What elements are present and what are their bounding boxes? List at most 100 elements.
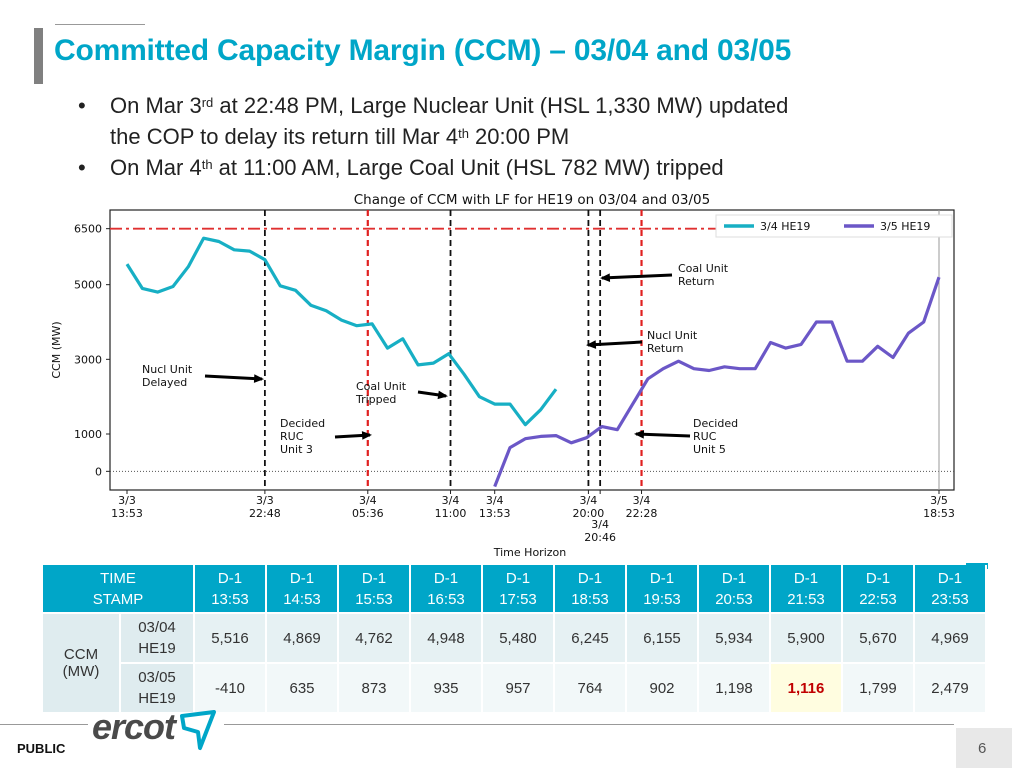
group-label-text: CCM: [63, 646, 99, 663]
bullet-text-part: at 11:00 AM, Large Coal Unit (HSL 782 MW…: [212, 155, 724, 180]
table-cell: 902: [626, 662, 699, 712]
annotation-arrowhead: [600, 273, 611, 282]
table-row: 03/05 HE19 -410 635 873 935 957 764 902 1…: [43, 662, 987, 712]
group-label: CCM (MW): [43, 612, 121, 712]
table-cell: 6,245: [554, 612, 627, 663]
annotation-text: Coal Unit: [356, 380, 407, 393]
x-tick-label: 3/4: [580, 494, 598, 507]
header-text: STAMP: [92, 590, 144, 608]
header-text: 22:53: [859, 590, 897, 608]
superscript: rd: [201, 95, 214, 110]
table-cell: 5,670: [842, 612, 915, 663]
bullet-item: • On Mar 4th at 11:00 AM, Large Coal Uni…: [78, 152, 958, 183]
header-text: D-1: [577, 569, 603, 587]
bullet-line: On Mar 3rd at 22:48 PM, Large Nuclear Un…: [110, 90, 958, 121]
annotation-arrowhead: [586, 340, 597, 349]
bullet-list: • On Mar 3rd at 22:48 PM, Large Nuclear …: [78, 90, 958, 183]
annotation-text: RUC: [280, 430, 304, 443]
annotation-arrow: [601, 273, 673, 280]
header-text: 20:53: [715, 590, 753, 608]
row-label-text: 03/05: [138, 669, 176, 686]
column-header: D-1 22:53: [842, 565, 915, 613]
column-header: D-1 18:53: [554, 565, 627, 613]
header-text: 14:53: [283, 590, 321, 608]
y-tick-label: 1000: [74, 428, 102, 441]
column-header: D-1 17:53: [482, 565, 555, 613]
annotation-text: Unit 5: [693, 443, 726, 456]
x-axis-label: Time Horizon: [493, 546, 567, 559]
table-cell: 4,762: [338, 612, 411, 663]
header-text: D-1: [865, 569, 891, 587]
table-cell: 5,934: [698, 612, 771, 663]
y-tick-label: 6500: [74, 223, 102, 236]
bullet-text-part: the COP to delay its return till Mar 4: [110, 124, 459, 149]
row-label-text: HE19: [138, 690, 176, 707]
annotation-text: Nucl Unit: [142, 363, 193, 376]
ercot-logo-mark: [180, 710, 216, 750]
bullet-dot: •: [78, 93, 86, 118]
table-cell: 4,969: [914, 612, 987, 663]
table-cell: 4,869: [266, 612, 339, 663]
header-text: 23:53: [931, 590, 969, 608]
x-tick-label: 3/4: [633, 494, 651, 507]
row-label-text: HE19: [138, 640, 176, 657]
header-text: 13:53: [211, 590, 249, 608]
annotation-text: Nucl Unit: [647, 329, 698, 342]
column-header: D-1 23:53: [914, 565, 987, 613]
bullet-text-part: at 22:48 PM, Large Nuclear Unit (HSL 1,3…: [213, 93, 789, 118]
column-header: D-1 20:53: [698, 565, 771, 613]
y-tick-label: 5000: [74, 279, 102, 292]
annotation-text: Coal Unit: [678, 262, 729, 275]
x-tick-label: 3/4: [359, 494, 377, 507]
x-tick-label: 3/4: [591, 518, 609, 531]
x-tick-label: 18:53: [923, 507, 955, 520]
x-tick-label: 3/4: [486, 494, 504, 507]
header-text: D-1: [793, 569, 819, 587]
annotation-text: Return: [678, 275, 715, 288]
row-label-text: 03/04: [138, 619, 176, 636]
table-cell-highlighted: 1,116: [770, 662, 843, 712]
column-header: D-1 19:53: [626, 565, 699, 613]
column-header: D-1 15:53: [338, 565, 411, 613]
x-tick-label: 13:53: [479, 507, 511, 520]
column-header: D-1 16:53: [410, 565, 483, 613]
title-accent-bar: [34, 28, 43, 84]
annotation-text: Return: [647, 342, 684, 355]
header-text: TIME: [100, 569, 136, 587]
x-tick-label: 3/5: [930, 494, 948, 507]
page-number: 6: [978, 740, 987, 757]
slide-title: Committed Capacity Margin (CCM) – 03/04 …: [54, 34, 792, 67]
annotation-arrowhead: [361, 431, 372, 440]
table-cell: -410: [194, 662, 267, 712]
row-label: 03/05 HE19: [120, 662, 195, 712]
table-cell: 873: [338, 662, 411, 712]
header-text: D-1: [649, 569, 675, 587]
table-cell: 764: [554, 662, 627, 712]
table-cell: 935: [410, 662, 483, 712]
header-text: D-1: [361, 569, 387, 587]
top-rule: [55, 24, 145, 25]
annotation-arrow: [587, 340, 643, 347]
header-text: 18:53: [571, 590, 609, 608]
bullet-text-part: On Mar 3: [110, 93, 202, 118]
annotation-arrow: [635, 432, 691, 438]
annotation-text: Delayed: [142, 376, 187, 389]
header-text: D-1: [217, 569, 243, 587]
column-header: D-1 21:53: [770, 565, 843, 613]
ercot-logo: ercot: [92, 706, 176, 747]
x-tick-label: 3/4: [442, 494, 460, 507]
table-cell: 5,480: [482, 612, 555, 663]
annotation-text: Decided: [280, 417, 325, 430]
header-text: 16:53: [427, 590, 465, 608]
annotation-text: Tripped: [355, 393, 396, 406]
x-tick-label: 22:48: [249, 507, 281, 520]
table-cell: 1,198: [698, 662, 771, 712]
header-text: D-1: [289, 569, 315, 587]
bullet-text-part: 20:00 PM: [468, 124, 570, 149]
table-cell: 6,155: [626, 612, 699, 663]
header-text: 17:53: [499, 590, 537, 608]
bullet-item: • On Mar 3rd at 22:48 PM, Large Nuclear …: [78, 90, 958, 152]
table-cell: 5,516: [194, 612, 267, 663]
y-axis-label: CCM (MW): [50, 321, 63, 378]
header-text: D-1: [505, 569, 531, 587]
